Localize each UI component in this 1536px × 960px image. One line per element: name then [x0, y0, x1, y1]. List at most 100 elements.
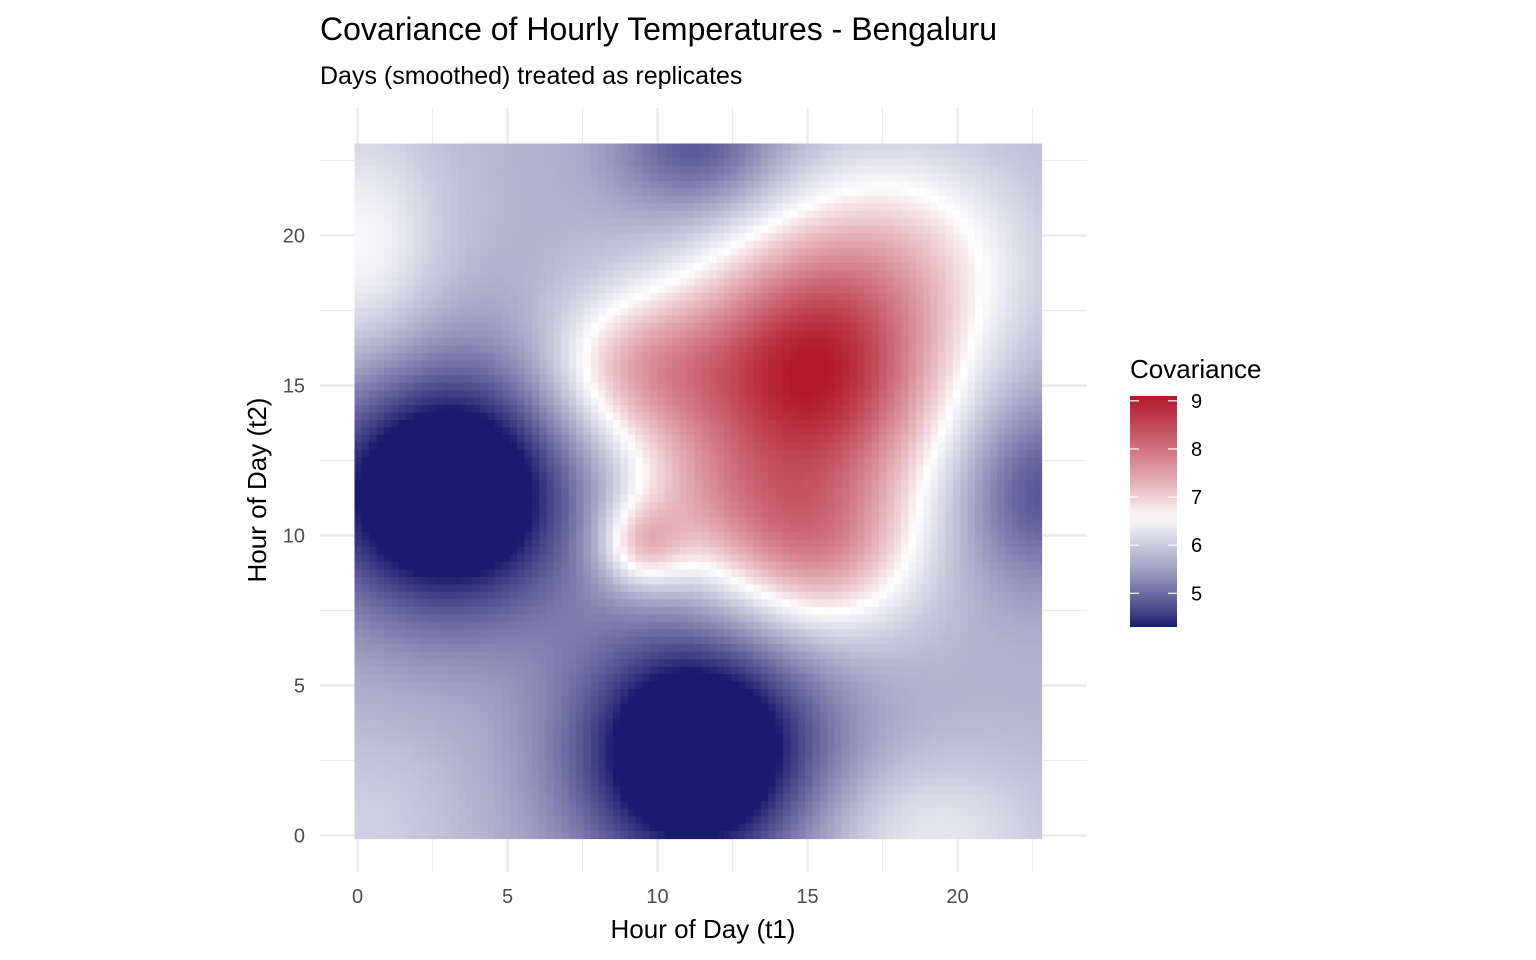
- heatmap-tile: [450, 449, 459, 458]
- heatmap-tile: [1026, 307, 1035, 316]
- heatmap-tile: [1004, 180, 1013, 189]
- heatmap-tile: [398, 285, 407, 294]
- heatmap-tile: [716, 233, 725, 242]
- heatmap-tile: [952, 449, 961, 458]
- heatmap-tile: [886, 390, 895, 399]
- heatmap-tile: [576, 322, 585, 331]
- heatmap-tile: [369, 345, 378, 354]
- heatmap-tile: [982, 248, 991, 257]
- heatmap-tile: [775, 255, 784, 264]
- heatmap-tile: [679, 203, 688, 212]
- heatmap-tile: [1011, 307, 1020, 316]
- heatmap-tile: [376, 165, 385, 174]
- heatmap-tile: [915, 188, 924, 197]
- heatmap-tile: [539, 494, 548, 503]
- heatmap-tile: [834, 270, 843, 279]
- heatmap-tile: [686, 292, 695, 302]
- heatmap-tile: [384, 367, 393, 376]
- heatmap-tile: [576, 494, 585, 503]
- heatmap-tile: [1004, 240, 1013, 249]
- heatmap-tile: [812, 225, 821, 234]
- heatmap-tile: [679, 180, 688, 189]
- heatmap-tile: [982, 315, 991, 324]
- heatmap-tile: [812, 270, 821, 279]
- heatmap-tile: [576, 517, 585, 526]
- heatmap-tile: [605, 203, 614, 212]
- heatmap-tile: [1011, 195, 1020, 204]
- heatmap-tile: [420, 158, 429, 167]
- heatmap-tile: [723, 352, 732, 361]
- heatmap-tile: [694, 270, 703, 279]
- heatmap-tile: [546, 367, 555, 376]
- heatmap-tile: [886, 203, 895, 212]
- heatmap-tile: [856, 143, 865, 152]
- heatmap-tile: [546, 517, 555, 526]
- heatmap-tile: [1026, 143, 1035, 152]
- heatmap-tile: [443, 150, 452, 160]
- heatmap-tile: [753, 278, 762, 287]
- heatmap-tile: [524, 539, 533, 548]
- heatmap-tile: [768, 352, 777, 361]
- heatmap-tile: [657, 263, 666, 272]
- heatmap-tile: [790, 412, 799, 421]
- heatmap-tile: [590, 218, 599, 227]
- heatmap-tile: [391, 165, 400, 174]
- heatmap-tile: [760, 180, 769, 189]
- heatmap-tile: [553, 292, 562, 302]
- heatmap-tile: [989, 412, 998, 421]
- heatmap-tile: [509, 322, 518, 331]
- heatmap-tile: [391, 285, 400, 294]
- heatmap-tile: [871, 218, 880, 227]
- heatmap-tile: [517, 457, 526, 466]
- heatmap-tile: [679, 158, 688, 167]
- heatmap-tile: [908, 233, 917, 242]
- heatmap-tile: [886, 360, 895, 369]
- heatmap-tile: [672, 539, 681, 548]
- heatmap-tile: [738, 285, 747, 294]
- heatmap-tile: [812, 240, 821, 249]
- heatmap-tile: [517, 382, 526, 391]
- heatmap-tile: [856, 218, 865, 227]
- heatmap-tile: [1011, 360, 1020, 369]
- heatmap-tile: [738, 517, 747, 526]
- heatmap-tile: [664, 509, 673, 518]
- heatmap-tile: [576, 479, 585, 488]
- heatmap-tile: [420, 173, 429, 182]
- heatmap-tile: [517, 300, 526, 309]
- heatmap-tile: [871, 457, 880, 466]
- heatmap-tile: [450, 158, 459, 167]
- heatmap-tile: [915, 367, 924, 376]
- heatmap-tile: [672, 218, 681, 227]
- heatmap-tile: [1019, 225, 1028, 234]
- heatmap-tile: [1019, 412, 1028, 421]
- heatmap-tile: [938, 203, 947, 212]
- heatmap-tile: [361, 203, 370, 212]
- heatmap-tile: [428, 502, 437, 511]
- heatmap-tile: [915, 502, 924, 511]
- heatmap-tile: [975, 195, 984, 204]
- heatmap-tile: [982, 517, 991, 526]
- heatmap-tile: [472, 375, 481, 384]
- heatmap-tile: [627, 367, 636, 376]
- heatmap-tile: [428, 173, 437, 182]
- heatmap-tile: [768, 263, 777, 272]
- heatmap-tile: [568, 218, 577, 227]
- heatmap-tile: [997, 322, 1006, 331]
- heatmap-tile: [613, 539, 622, 548]
- heatmap-tile: [893, 270, 902, 279]
- heatmap-tile: [369, 405, 378, 414]
- heatmap-tile: [945, 210, 954, 219]
- heatmap-tile: [472, 330, 481, 339]
- heatmap-tile: [849, 397, 858, 406]
- heatmap-tile: [694, 315, 703, 324]
- heatmap-tile: [768, 270, 777, 279]
- heatmap-tile: [997, 442, 1006, 451]
- heatmap-tile: [1034, 532, 1043, 541]
- heatmap-tile: [797, 442, 806, 451]
- heatmap-tile: [620, 143, 629, 152]
- heatmap-tile: [686, 263, 695, 272]
- heatmap-tile: [731, 405, 740, 414]
- heatmap-tile: [967, 509, 976, 518]
- heatmap-tile: [391, 472, 400, 481]
- heatmap-tile: [406, 143, 415, 152]
